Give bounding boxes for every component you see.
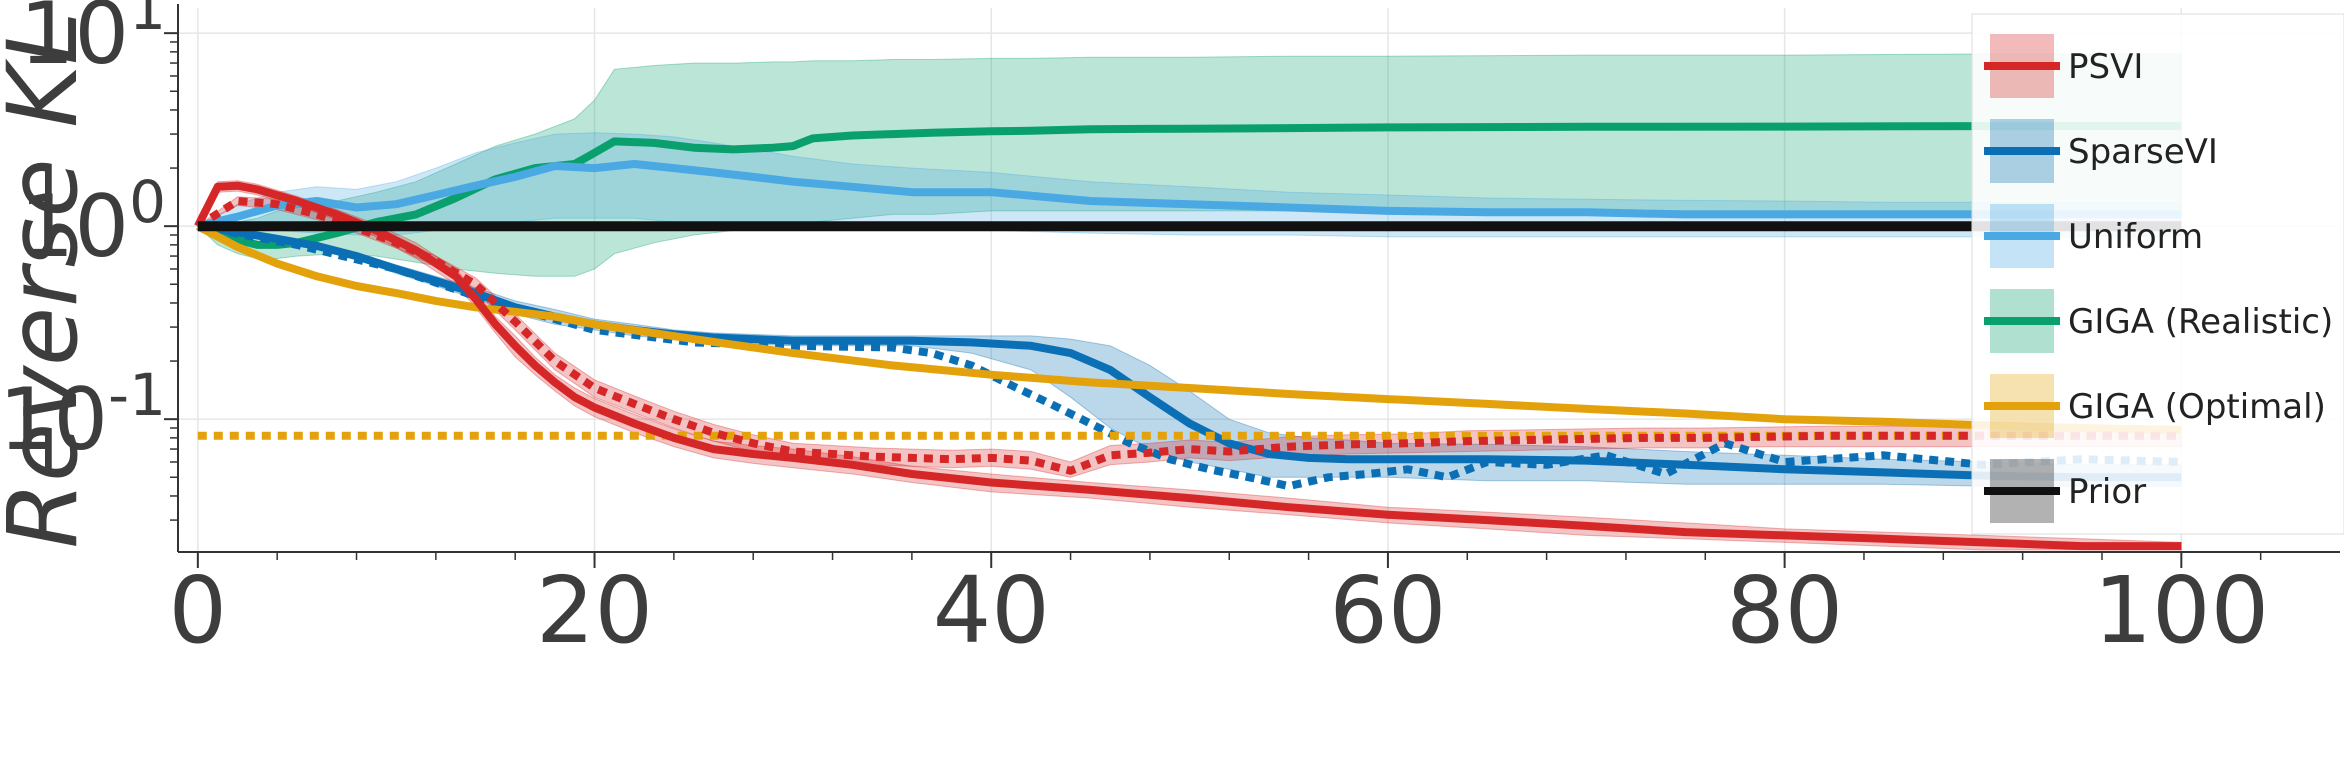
y-tick-label: 100	[20, 168, 166, 277]
legend-label-prior: Prior	[2068, 472, 2146, 512]
legend-label-sparsevi: SparseVI	[2068, 132, 2218, 172]
y-tick-label: 101	[20, 0, 166, 84]
axes: 0 20 40 60 80 100 101 100 10-1	[0, 0, 2340, 664]
legend-label-psvi: PSVI	[2068, 47, 2143, 87]
x-tick-label: 40	[933, 557, 1050, 664]
x-tick-label: 100	[2094, 557, 2270, 664]
x-tick-label: 80	[1726, 557, 1843, 664]
line-giga-realistic	[196, 122, 2182, 249]
legend-label-uniform: Uniform	[2068, 217, 2203, 257]
y-tick-label: 10-1	[0, 361, 166, 470]
x-tick-label: 60	[1329, 557, 1446, 664]
legend: PSVI SparseVI Uniform GIGA (Realistic) GIGA …	[1971, 13, 2344, 535]
legend-label-giga-realistic: GIGA (Realistic)	[2068, 302, 2333, 342]
legend-label-giga-optimal: GIGA (Optimal)	[2068, 387, 2326, 427]
legend-box	[1971, 13, 2344, 535]
line-sparsevi-dotted	[197, 222, 2182, 491]
line-uniform	[196, 160, 2182, 231]
series-lines	[194, 122, 2182, 551]
y-axis-label: Reverse KL	[0, 11, 99, 548]
x-tick-label: 0	[169, 557, 228, 664]
x-tick-label: 20	[536, 557, 653, 664]
line-giga-optimal	[195, 222, 2182, 434]
